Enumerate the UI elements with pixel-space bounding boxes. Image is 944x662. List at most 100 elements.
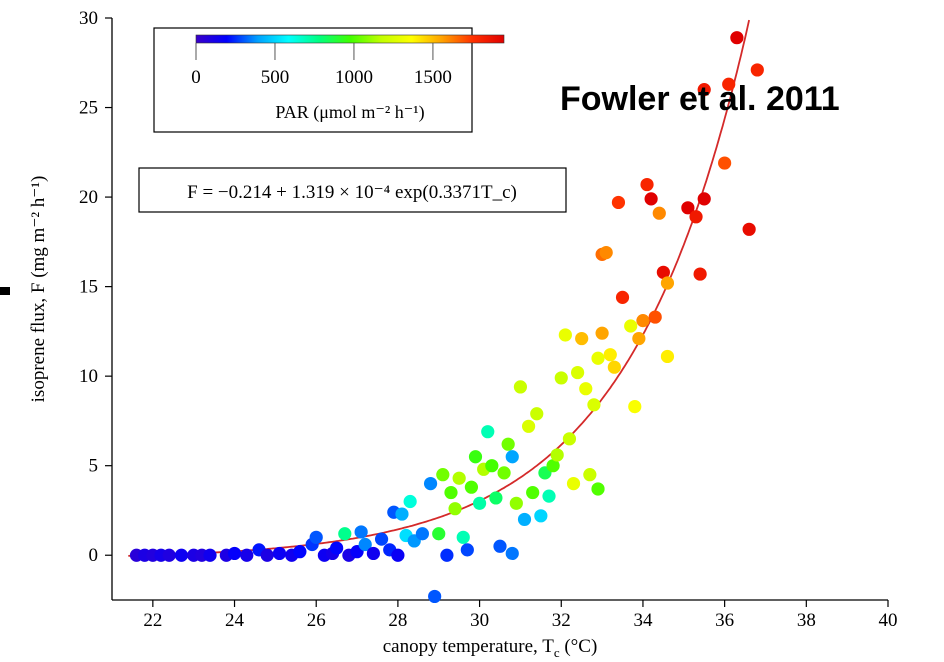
data-point bbox=[330, 541, 344, 555]
data-point bbox=[481, 425, 495, 439]
colorbar-frame bbox=[153, 27, 473, 133]
data-point bbox=[240, 548, 254, 562]
data-point bbox=[444, 485, 458, 500]
scatter-points bbox=[129, 31, 764, 604]
plot-axes: 22 24 26 28 30 32 34 36 38 40 0 5 10 15 20 25 30 bbox=[0, 8, 898, 631]
data-point bbox=[730, 31, 744, 45]
y-tick-label: 5 bbox=[89, 456, 99, 477]
y-tick-label: 25 bbox=[79, 98, 98, 119]
x-tick-label: 38 bbox=[797, 610, 816, 631]
data-point bbox=[595, 326, 609, 340]
data-point bbox=[472, 496, 487, 510]
y-tick-label: 15 bbox=[79, 277, 98, 298]
data-point bbox=[575, 331, 589, 346]
data-point bbox=[660, 349, 675, 364]
data-point bbox=[468, 450, 483, 464]
data-point bbox=[513, 380, 528, 394]
data-point bbox=[501, 437, 515, 451]
par-colorbar: 0 500 1000 1500 PAR (μmol m⁻² h⁻¹) bbox=[153, 27, 505, 133]
data-point bbox=[162, 548, 176, 562]
data-point bbox=[542, 489, 556, 503]
data-point bbox=[203, 548, 217, 562]
data-point bbox=[697, 192, 711, 206]
data-point bbox=[391, 548, 405, 562]
data-point bbox=[452, 471, 466, 485]
data-point bbox=[656, 265, 670, 279]
data-point bbox=[293, 545, 307, 559]
data-point bbox=[309, 530, 323, 544]
data-point bbox=[497, 466, 511, 480]
data-point bbox=[652, 206, 666, 220]
data-point bbox=[493, 539, 507, 553]
data-point bbox=[607, 360, 621, 374]
data-point bbox=[579, 382, 593, 396]
data-point bbox=[587, 398, 601, 412]
slide-marker bbox=[0, 287, 10, 295]
chart-labels: canopy temperature, Tc (°C) isoprene flux… bbox=[28, 80, 840, 660]
data-point bbox=[456, 530, 470, 544]
equation-frame bbox=[138, 167, 567, 213]
data-point bbox=[374, 532, 389, 546]
data-point bbox=[505, 546, 519, 561]
data-point bbox=[681, 201, 695, 215]
data-point bbox=[640, 177, 654, 192]
data-point bbox=[485, 459, 499, 473]
x-tick-label: 22 bbox=[143, 610, 162, 631]
data-point bbox=[423, 477, 438, 491]
data-point bbox=[697, 83, 711, 97]
data-point bbox=[509, 496, 523, 510]
x-tick-label: 28 bbox=[388, 610, 407, 631]
data-point bbox=[366, 546, 380, 561]
x-tick-label: 40 bbox=[879, 610, 898, 631]
colorbar-gradient bbox=[195, 34, 505, 44]
data-point bbox=[566, 477, 581, 491]
data-point bbox=[628, 399, 642, 414]
data-point bbox=[558, 328, 572, 342]
data-point bbox=[460, 543, 474, 557]
data-point bbox=[718, 156, 732, 170]
data-point bbox=[571, 365, 585, 380]
x-tick-label: 30 bbox=[470, 610, 489, 631]
data-point bbox=[428, 589, 442, 604]
data-point bbox=[403, 494, 417, 509]
data-point bbox=[611, 195, 626, 210]
x-tick-label: 24 bbox=[225, 610, 245, 631]
data-point bbox=[689, 210, 703, 224]
colorbar-tick-label: 500 bbox=[261, 67, 290, 88]
y-tick-label: 10 bbox=[79, 366, 98, 387]
data-point bbox=[534, 509, 548, 523]
data-point bbox=[436, 468, 450, 482]
data-point bbox=[562, 432, 577, 446]
data-point bbox=[554, 371, 568, 385]
data-point bbox=[603, 348, 617, 362]
equation-box: F = −0.214 + 1.319 × 10⁻⁴ exp(0.3371T_c) bbox=[138, 167, 567, 213]
data-point bbox=[591, 351, 605, 365]
data-point bbox=[464, 480, 479, 494]
data-point bbox=[415, 527, 429, 541]
x-axis-label: canopy temperature, Tc (°C) bbox=[383, 636, 598, 660]
data-point bbox=[660, 276, 675, 290]
data-point bbox=[583, 468, 597, 482]
equation-text: F = −0.214 + 1.319 × 10⁻⁴ exp(0.3371T_c) bbox=[187, 182, 517, 203]
data-point bbox=[636, 314, 650, 328]
data-point bbox=[722, 77, 736, 91]
data-point bbox=[615, 290, 630, 304]
x-tick-label: 34 bbox=[633, 610, 653, 631]
data-point bbox=[440, 548, 454, 562]
data-point bbox=[591, 482, 605, 496]
data-point bbox=[742, 222, 756, 236]
data-point bbox=[517, 512, 532, 527]
data-point bbox=[174, 548, 189, 562]
data-point bbox=[550, 448, 564, 462]
data-point bbox=[505, 450, 519, 464]
data-point bbox=[521, 419, 536, 433]
colorbar-tick-label: 0 bbox=[191, 67, 201, 88]
data-point bbox=[272, 546, 287, 561]
colorbar-tick-label: 1000 bbox=[335, 67, 373, 88]
x-tick-label: 36 bbox=[715, 610, 734, 631]
data-point bbox=[648, 310, 662, 324]
y-axis-label: isoprene flux, F (mg m⁻² h⁻¹) bbox=[28, 176, 49, 403]
data-point bbox=[432, 527, 446, 541]
data-point bbox=[395, 507, 409, 521]
